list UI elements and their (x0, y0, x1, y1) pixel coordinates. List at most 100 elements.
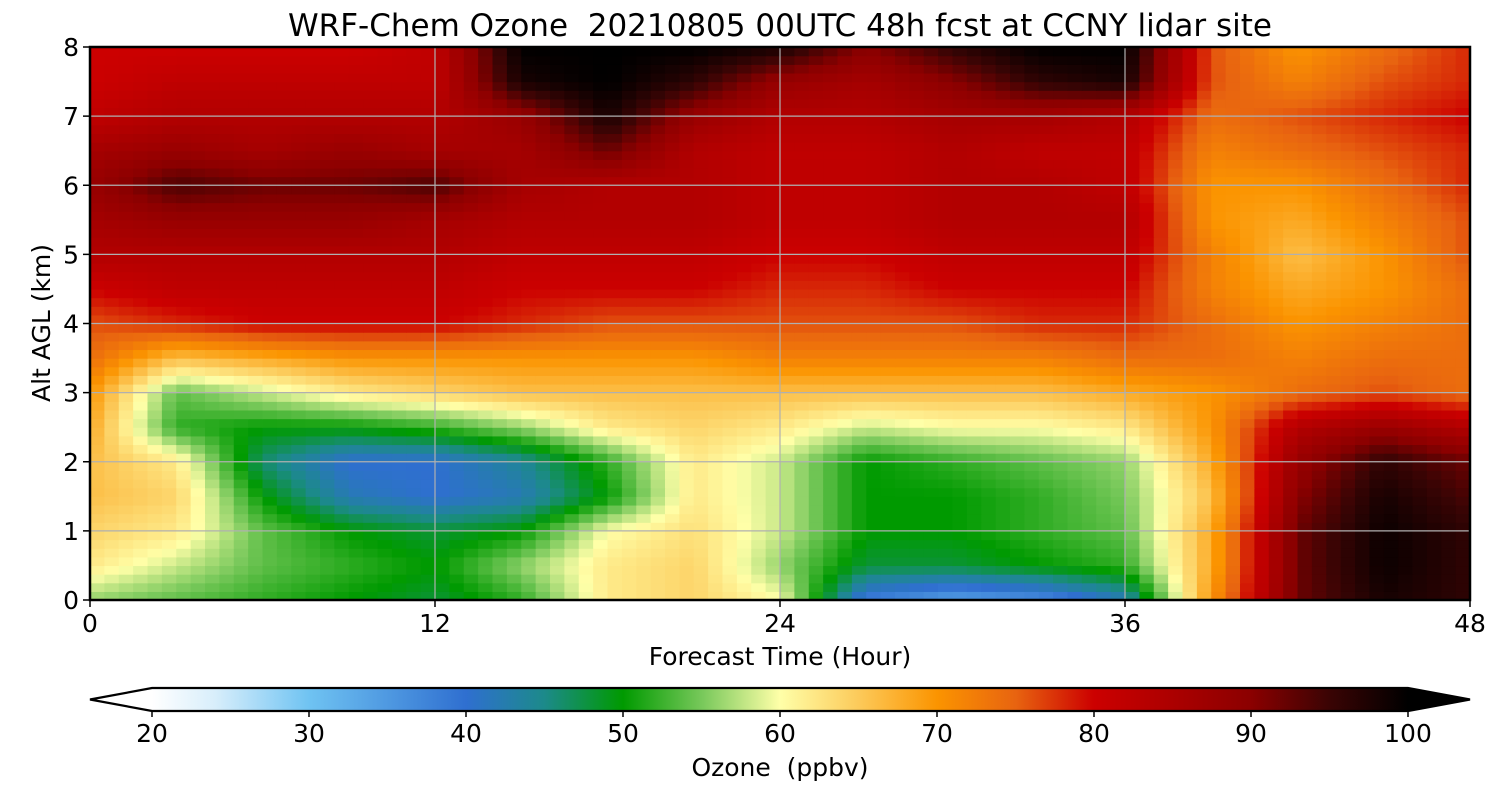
heatmap-cell (1441, 479, 1457, 489)
heatmap-cell (736, 332, 752, 342)
heatmap-cell (305, 591, 321, 601)
heatmap-cell (1311, 297, 1327, 307)
heatmap-cell (895, 159, 910, 169)
heatmap-cell (722, 504, 738, 515)
heatmap-cell (1153, 522, 1169, 532)
heatmap-cell (391, 375, 407, 385)
heatmap-cell (708, 202, 724, 212)
heatmap-cell (1268, 574, 1284, 584)
heatmap-cell (665, 211, 680, 221)
heatmap-cell (320, 323, 335, 333)
heatmap-cell (794, 150, 810, 160)
heatmap-cell (262, 487, 278, 497)
heatmap-cell (118, 237, 134, 247)
heatmap-cell (377, 228, 393, 238)
heatmap-cell (535, 565, 551, 575)
heatmap-cell (837, 340, 853, 351)
heatmap-cell (1340, 470, 1356, 480)
heatmap-cell (1139, 461, 1155, 471)
heatmap-cell (1355, 150, 1370, 160)
heatmap-cell (262, 219, 278, 230)
heatmap-cell (506, 530, 522, 541)
heatmap-cell (736, 211, 752, 221)
heatmap-cell (1096, 202, 1112, 212)
heatmap-cell (938, 358, 954, 368)
heatmap-cell (161, 375, 177, 385)
heatmap-cell (1268, 513, 1284, 523)
heatmap-cell (463, 556, 479, 567)
heatmap-cell (363, 504, 379, 515)
heatmap-cell (952, 358, 968, 368)
heatmap-cell (305, 522, 321, 532)
heatmap-cell (535, 522, 551, 532)
heatmap-cell (895, 306, 910, 316)
heatmap-cell (923, 392, 939, 402)
heatmap-cell (1455, 280, 1471, 290)
heatmap-cell (765, 219, 781, 230)
heatmap-cell (90, 453, 105, 463)
heatmap-cell (621, 366, 637, 376)
heatmap-cell (1081, 496, 1097, 506)
heatmap-cell (1038, 591, 1054, 601)
heatmap-cell (248, 496, 264, 506)
heatmap-cell (521, 358, 537, 368)
heatmap-cell (780, 211, 795, 221)
heatmap-cell (449, 556, 465, 567)
heatmap-cell (449, 167, 465, 178)
heatmap-cell (1168, 340, 1184, 351)
heatmap-cell (880, 211, 896, 221)
heatmap-cell (665, 349, 680, 359)
heatmap-cell (708, 245, 724, 255)
heatmap-cell (1125, 392, 1140, 402)
heatmap-cell (636, 340, 652, 351)
heatmap-cell (1297, 409, 1313, 420)
heatmap-cell (320, 591, 335, 601)
heatmap-cell (650, 314, 666, 325)
heatmap-cell (550, 556, 565, 567)
heatmap-cell (794, 470, 810, 480)
heatmap-cell (1254, 435, 1270, 446)
heatmap-cell (377, 556, 393, 567)
heatmap-cell (952, 159, 968, 169)
heatmap-cell (837, 332, 853, 342)
heatmap-cell (348, 522, 364, 532)
heatmap-cell (391, 453, 407, 463)
heatmap-cell (478, 306, 494, 316)
heatmap-cell (1168, 167, 1184, 178)
heatmap-cell (650, 470, 666, 480)
heatmap-cell (1383, 461, 1399, 471)
heatmap-cell (636, 332, 652, 342)
heatmap-cell (923, 254, 939, 264)
heatmap-cell (1369, 453, 1385, 463)
heatmap-cell (1240, 167, 1255, 178)
heatmap-cell (305, 487, 321, 497)
heatmap-cell (219, 332, 235, 342)
heatmap-cell (621, 332, 637, 342)
heatmap-cell (952, 574, 968, 584)
heatmap-cell (478, 461, 494, 471)
heatmap-cell (722, 453, 738, 463)
heatmap-cell (219, 444, 235, 454)
heatmap-cell (722, 496, 738, 506)
heatmap-cell (262, 565, 278, 575)
heatmap-cell (1010, 358, 1025, 368)
heatmap-cell (291, 366, 307, 376)
heatmap-cell (161, 556, 177, 567)
heatmap-cell (1355, 193, 1370, 204)
heatmap-cell (1182, 159, 1198, 169)
heatmap-cell (363, 211, 379, 221)
heatmap-cell (1168, 504, 1184, 515)
heatmap-cell (1355, 340, 1370, 351)
heatmap-cell (751, 349, 767, 359)
heatmap-cell (909, 193, 925, 204)
heatmap-cell (435, 176, 450, 186)
heatmap-cell (636, 401, 652, 411)
heatmap-cell (535, 418, 551, 428)
heatmap-cell (693, 254, 709, 264)
heatmap-cell (1182, 245, 1198, 255)
heatmap-cell (1283, 574, 1299, 584)
heatmap-cell (1096, 159, 1112, 169)
heatmap-cell (1211, 453, 1227, 463)
heatmap-cell (751, 522, 767, 532)
heatmap-cell (1311, 427, 1327, 437)
